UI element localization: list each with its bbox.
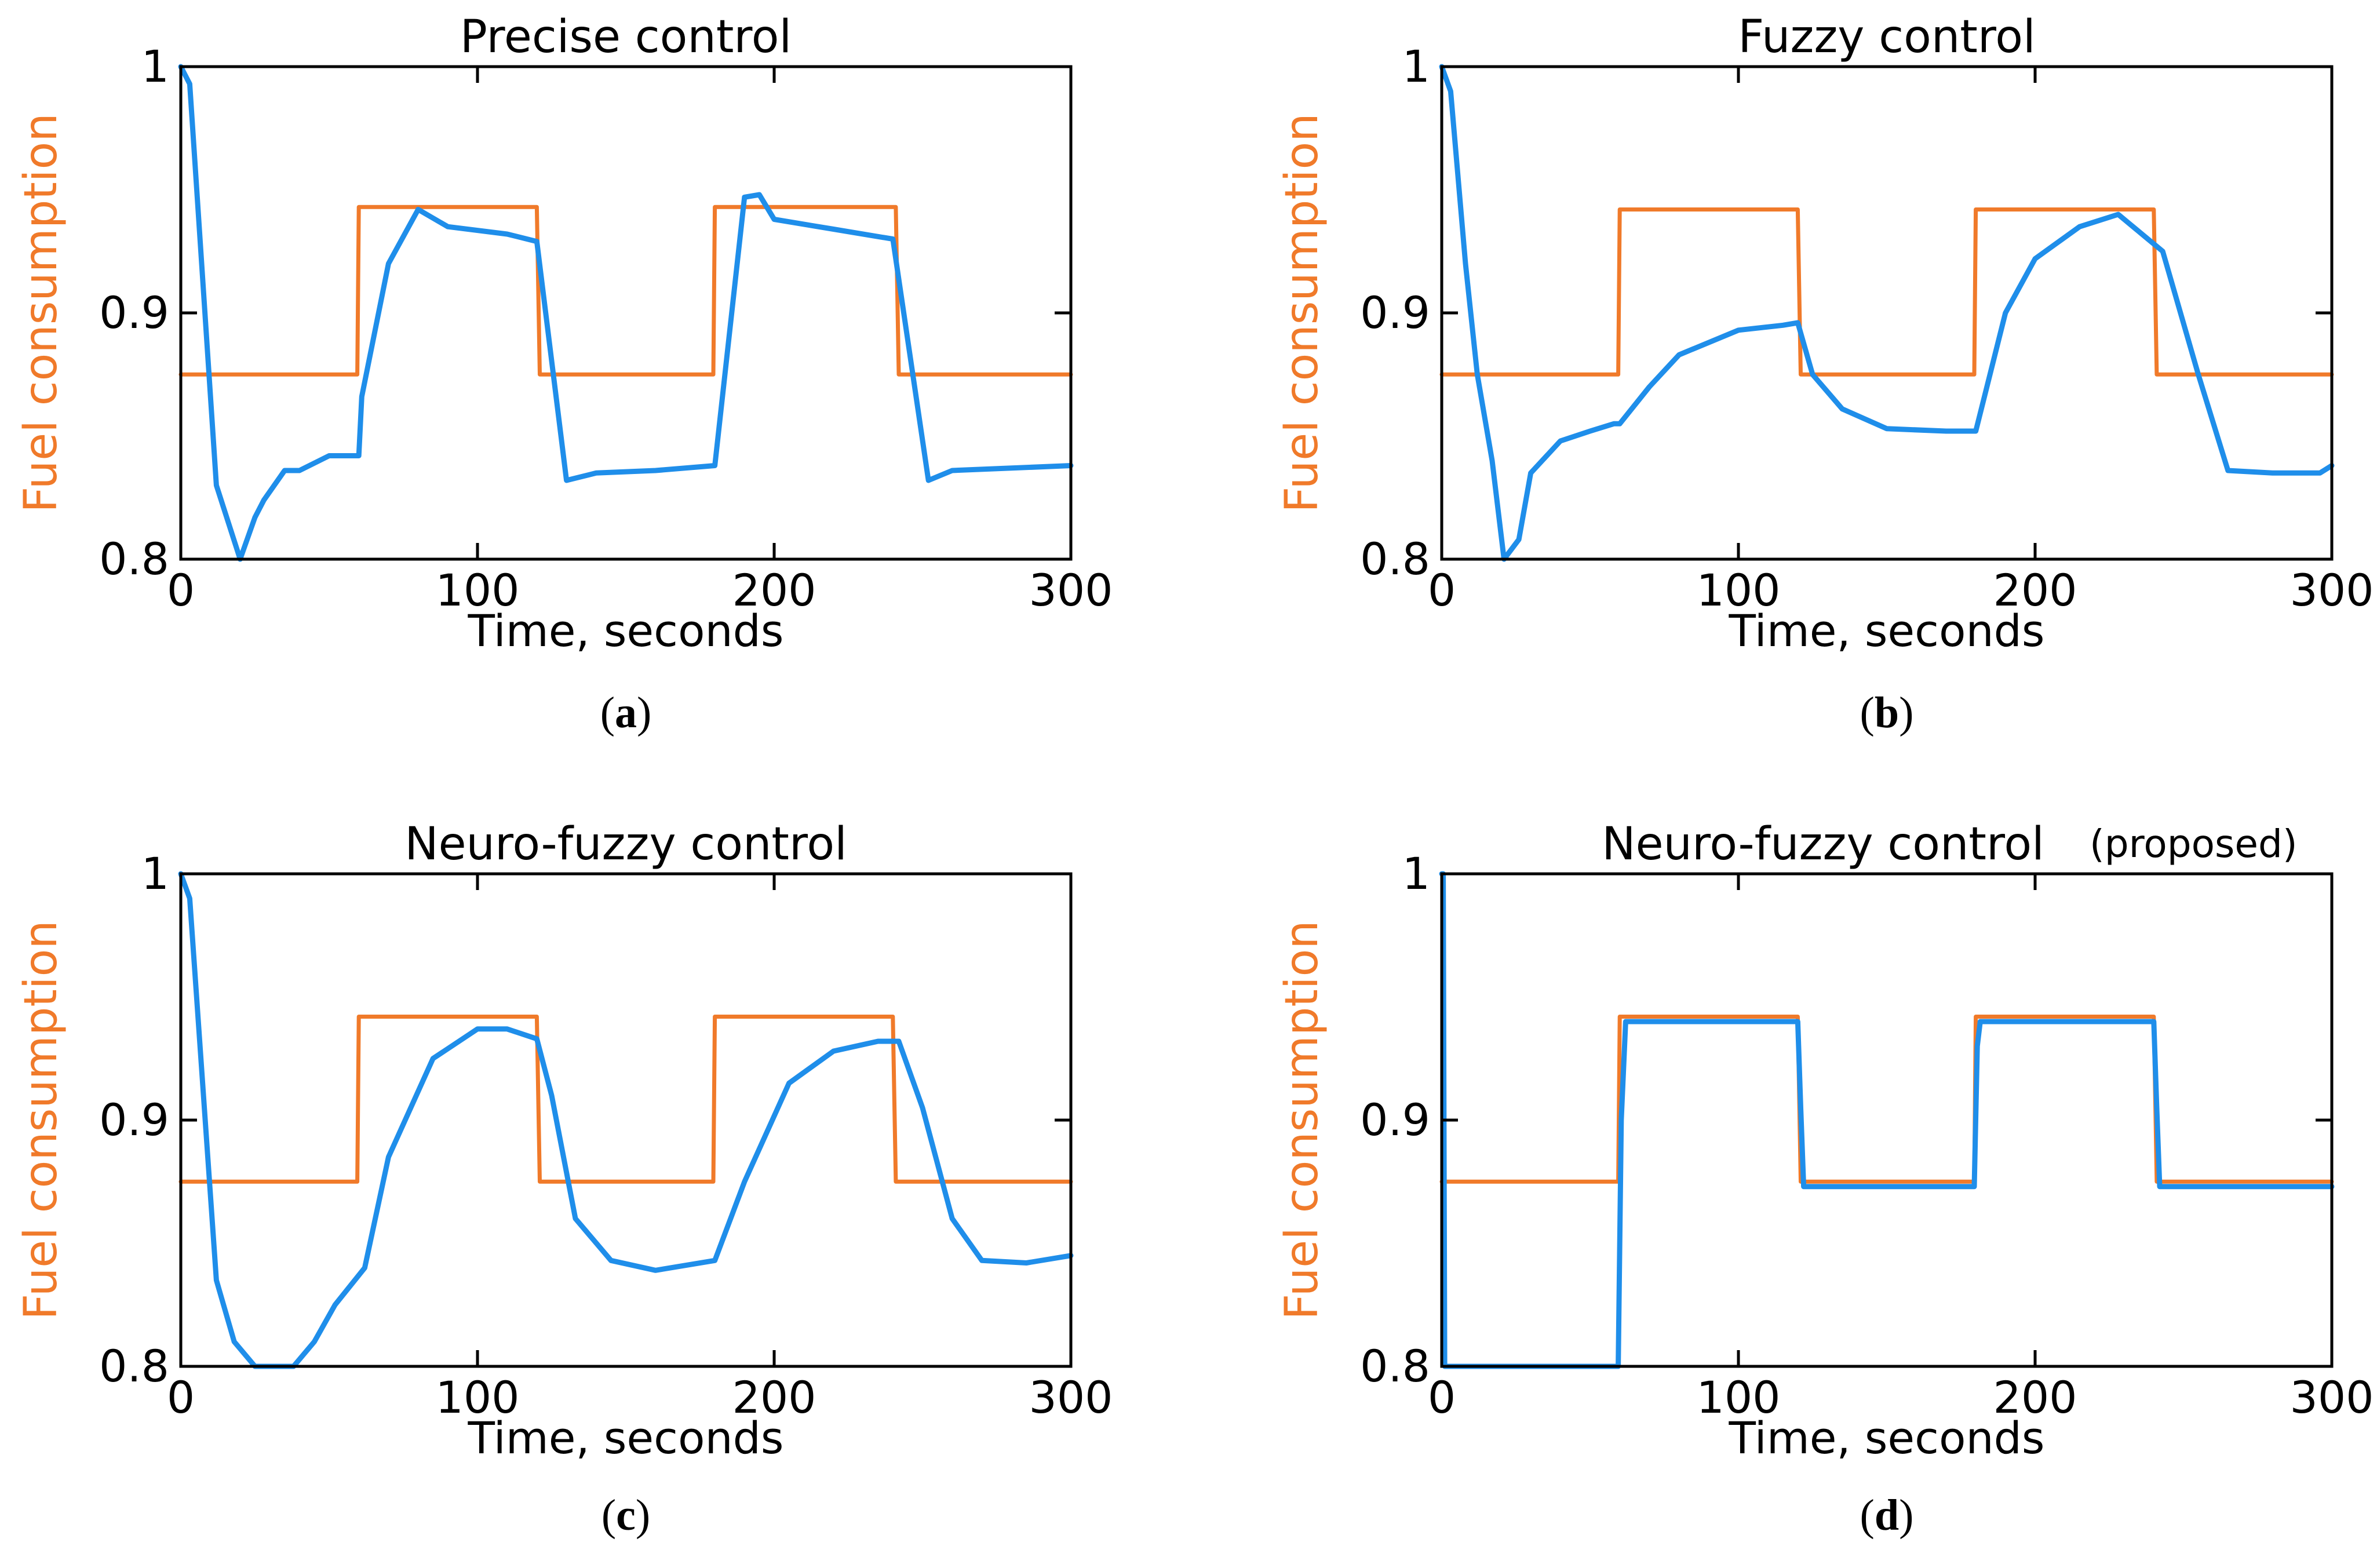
caption-close-paren: ) xyxy=(1899,1491,1913,1540)
x-axis-label: Time, seconds xyxy=(1729,605,2045,657)
y-axis-label: Fuel consumption xyxy=(1276,113,1328,513)
y-axis-label: Fuel consumption xyxy=(15,920,67,1320)
series-line-reference xyxy=(178,205,1073,377)
chart-panel-c: 0.8 0.9 1 0 100 200 300 Neuro-fuzzy control Time… xyxy=(15,818,1113,1540)
panel-caption: (a) xyxy=(600,688,652,737)
caption-close-paren: ) xyxy=(637,688,651,737)
series-line-output xyxy=(178,64,1074,562)
y-tick-label: 0.8 xyxy=(1360,1340,1430,1392)
y-tick-label: 1 xyxy=(1402,848,1430,899)
caption-close-paren: ) xyxy=(636,1491,650,1540)
caption-letter: a xyxy=(615,688,637,737)
x-tick-label: 0 xyxy=(167,1372,195,1423)
x-tick-label: 300 xyxy=(1029,1372,1113,1423)
x-tick-label: 300 xyxy=(1029,564,1113,616)
y-tick-label: 0.8 xyxy=(99,533,169,585)
y-tick-label: 0.9 xyxy=(99,287,169,338)
caption-open-paren: ( xyxy=(601,1491,616,1540)
chart-title: Neuro-fuzzy control xyxy=(1602,818,2044,870)
x-tick-label: 200 xyxy=(732,1372,816,1423)
chart-panel-d: 0.8 0.9 1 0 100 200 300 Neuro-fuzzy control (pro… xyxy=(1276,818,2374,1540)
caption-letter: d xyxy=(1875,1491,1899,1540)
panel-caption: (d) xyxy=(1860,1491,1914,1540)
x-tick-label: 100 xyxy=(1696,564,1780,616)
y-tick-label: 0.9 xyxy=(1360,287,1430,338)
chart-title: Neuro-fuzzy control xyxy=(404,818,847,870)
y-axis-label: Fuel consumption xyxy=(15,113,67,513)
y-tick-label: 1 xyxy=(141,41,169,92)
caption-open-paren: ( xyxy=(1860,1491,1875,1540)
chart-title: Precise control xyxy=(460,11,792,63)
x-tick-label: 200 xyxy=(1993,1372,2077,1423)
x-tick-label: 200 xyxy=(1993,564,2077,616)
x-axis-label: Time, seconds xyxy=(468,1412,784,1464)
y-tick-label: 0.8 xyxy=(1360,533,1430,585)
chart-panel-a: 0.8 0.9 1 0 100 200 300 Precise control Time, se… xyxy=(15,11,1113,737)
panel-caption: (c) xyxy=(601,1491,650,1540)
caption-open-paren: ( xyxy=(1860,688,1875,737)
y-tick-label: 0.9 xyxy=(1360,1094,1430,1146)
x-tick-label: 0 xyxy=(167,564,195,616)
x-tick-label: 100 xyxy=(435,564,519,616)
chart-panel-b: 0.8 0.9 1 0 100 200 300 Fuzzy control Time, seco… xyxy=(1276,11,2374,737)
x-tick-label: 200 xyxy=(732,564,816,616)
y-tick-label: 1 xyxy=(1402,41,1430,92)
y-tick-label: 0.9 xyxy=(99,1094,169,1146)
x-tick-label: 100 xyxy=(435,1372,519,1423)
caption-letter: c xyxy=(616,1491,636,1540)
chart-title: Fuzzy control xyxy=(1738,11,2035,63)
series-line-output xyxy=(1439,64,2335,562)
x-tick-label: 0 xyxy=(1428,1372,1456,1423)
caption-close-paren: ) xyxy=(1899,688,1913,737)
chart-title-suffix: (proposed) xyxy=(2090,822,2298,866)
x-axis-label: Time, seconds xyxy=(1729,1412,2045,1464)
series-line-reference xyxy=(1439,207,2334,377)
caption-open-paren: ( xyxy=(600,688,615,737)
panel-caption: (b) xyxy=(1860,688,1914,737)
series-line-reference xyxy=(178,1015,1073,1184)
y-tick-label: 1 xyxy=(141,848,169,899)
y-tick-label: 0.8 xyxy=(99,1340,169,1392)
caption-letter: b xyxy=(1875,688,1899,737)
x-tick-label: 0 xyxy=(1428,564,1456,616)
x-tick-label: 300 xyxy=(2289,1372,2374,1423)
x-tick-label: 300 xyxy=(2289,564,2374,616)
x-tick-label: 100 xyxy=(1696,1372,1780,1423)
x-axis-label: Time, seconds xyxy=(468,605,784,657)
y-axis-label: Fuel consumption xyxy=(1276,920,1328,1320)
